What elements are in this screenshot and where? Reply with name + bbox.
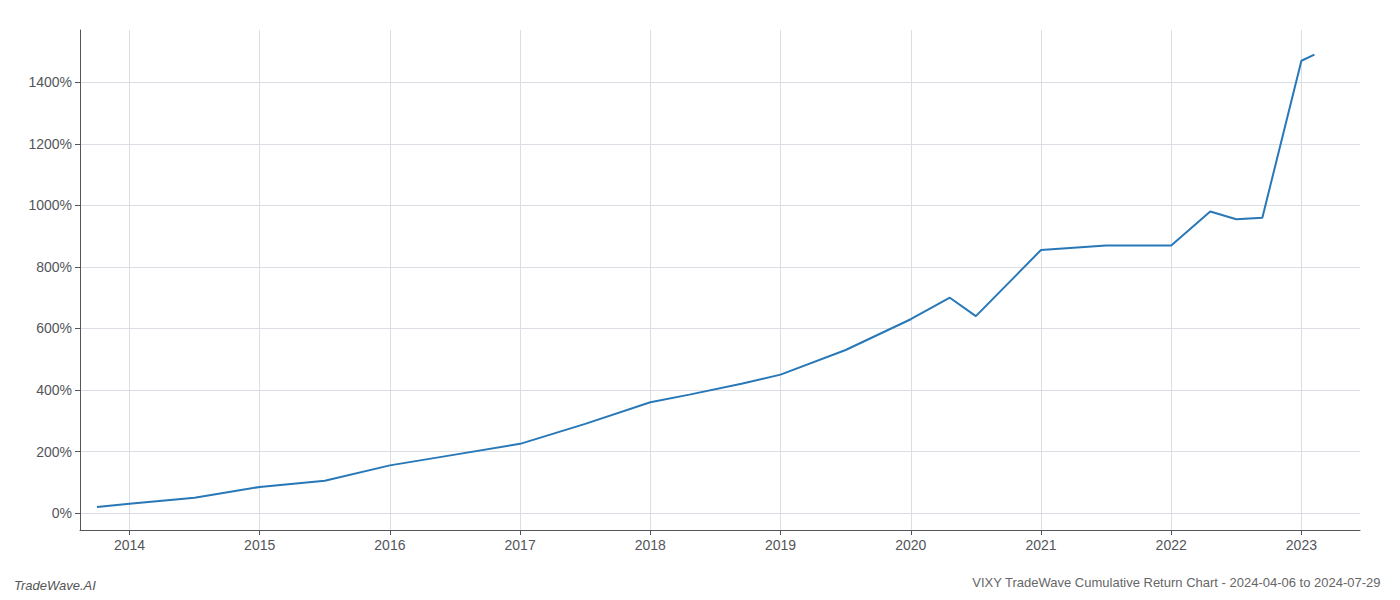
svg-text:200%: 200% bbox=[36, 444, 72, 460]
svg-text:2019: 2019 bbox=[765, 537, 796, 553]
svg-text:TradeWave.AI: TradeWave.AI bbox=[14, 578, 96, 593]
svg-text:2015: 2015 bbox=[244, 537, 275, 553]
svg-text:1400%: 1400% bbox=[28, 74, 72, 90]
svg-text:2022: 2022 bbox=[1156, 537, 1187, 553]
svg-text:400%: 400% bbox=[36, 382, 72, 398]
svg-text:VIXY TradeWave Cumulative Retu: VIXY TradeWave Cumulative Return Chart -… bbox=[972, 575, 1380, 590]
svg-text:2018: 2018 bbox=[635, 537, 666, 553]
svg-text:2023: 2023 bbox=[1286, 537, 1317, 553]
svg-text:2017: 2017 bbox=[505, 537, 536, 553]
svg-text:2020: 2020 bbox=[895, 537, 926, 553]
svg-text:0%: 0% bbox=[52, 505, 72, 521]
svg-text:1200%: 1200% bbox=[28, 136, 72, 152]
svg-text:2014: 2014 bbox=[114, 537, 145, 553]
svg-text:800%: 800% bbox=[36, 259, 72, 275]
svg-text:1000%: 1000% bbox=[28, 197, 72, 213]
svg-text:600%: 600% bbox=[36, 320, 72, 336]
svg-text:2021: 2021 bbox=[1025, 537, 1056, 553]
svg-text:2016: 2016 bbox=[374, 537, 405, 553]
